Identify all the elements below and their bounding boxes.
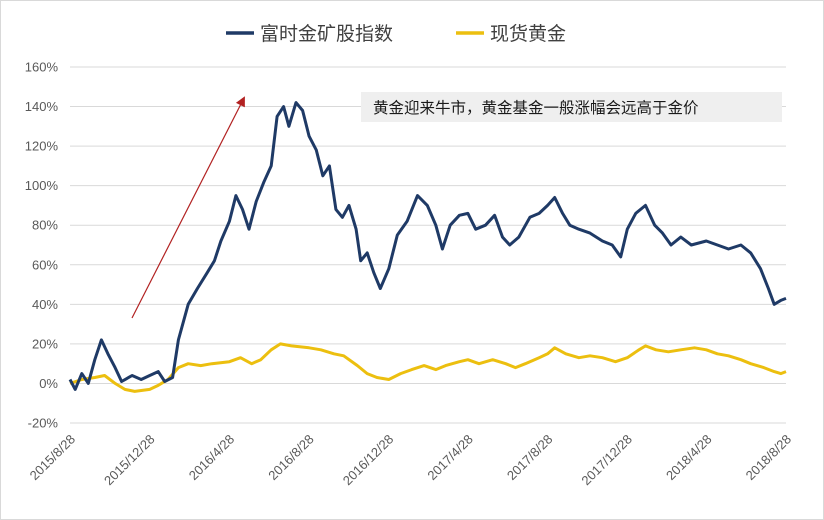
- y-tick-label: -20%: [28, 416, 59, 431]
- series-line-gold-miners: [68, 101, 787, 391]
- y-tick-label: 40%: [32, 297, 58, 312]
- y-tick-label: 0%: [39, 376, 58, 391]
- x-tick-label: 2017/4/28: [424, 432, 476, 484]
- legend-label-gold-miners: 富时金矿股指数: [260, 23, 393, 45]
- x-tick-label: 2017/12/28: [578, 432, 635, 489]
- x-tick-label: 2015/12/28: [101, 432, 158, 489]
- y-tick-label: 140%: [25, 99, 59, 114]
- annotation-text: 黄金迎来牛市，黄金基金一般涨幅会远高于金价: [373, 99, 699, 117]
- series-lines: [68, 101, 787, 393]
- y-tick-label: 160%: [25, 60, 59, 75]
- x-tick-label: 2018/8/28: [743, 432, 795, 484]
- grid-lines: [70, 66, 786, 424]
- y-tick-label: 80%: [32, 218, 58, 233]
- y-tick-label: 120%: [25, 139, 59, 154]
- x-tick-label: 2016/8/28: [265, 432, 317, 484]
- y-tick-label: 20%: [32, 336, 58, 351]
- y-tick-label: 100%: [25, 178, 59, 193]
- x-tick-label: 2016/4/28: [186, 432, 238, 484]
- series-line-gold-spot: [69, 342, 787, 393]
- legend-label-gold-spot: 现货黄金: [490, 23, 566, 45]
- x-tick-label: 2015/8/28: [27, 432, 79, 484]
- x-tick-label: 2016/12/28: [340, 432, 397, 489]
- y-axis-ticks: -20% 0% 20% 40% 60% 80% 100% 120% 140% 160%: [25, 60, 59, 431]
- annotation-box: [361, 92, 782, 122]
- annotation: 黄金迎来牛市，黄金基金一般涨幅会远高于金价: [361, 92, 782, 122]
- x-tick-label: 2018/4/28: [663, 432, 715, 484]
- trend-arrow: [131, 96, 245, 319]
- x-tick-label: 2017/8/28: [504, 432, 556, 484]
- y-tick-label: 60%: [32, 257, 58, 272]
- legend: 富时金矿股指数 现货黄金: [226, 23, 566, 45]
- x-axis-ticks: 2015/8/28 2015/12/28 2016/4/28 2016/8/28 201…: [27, 432, 795, 489]
